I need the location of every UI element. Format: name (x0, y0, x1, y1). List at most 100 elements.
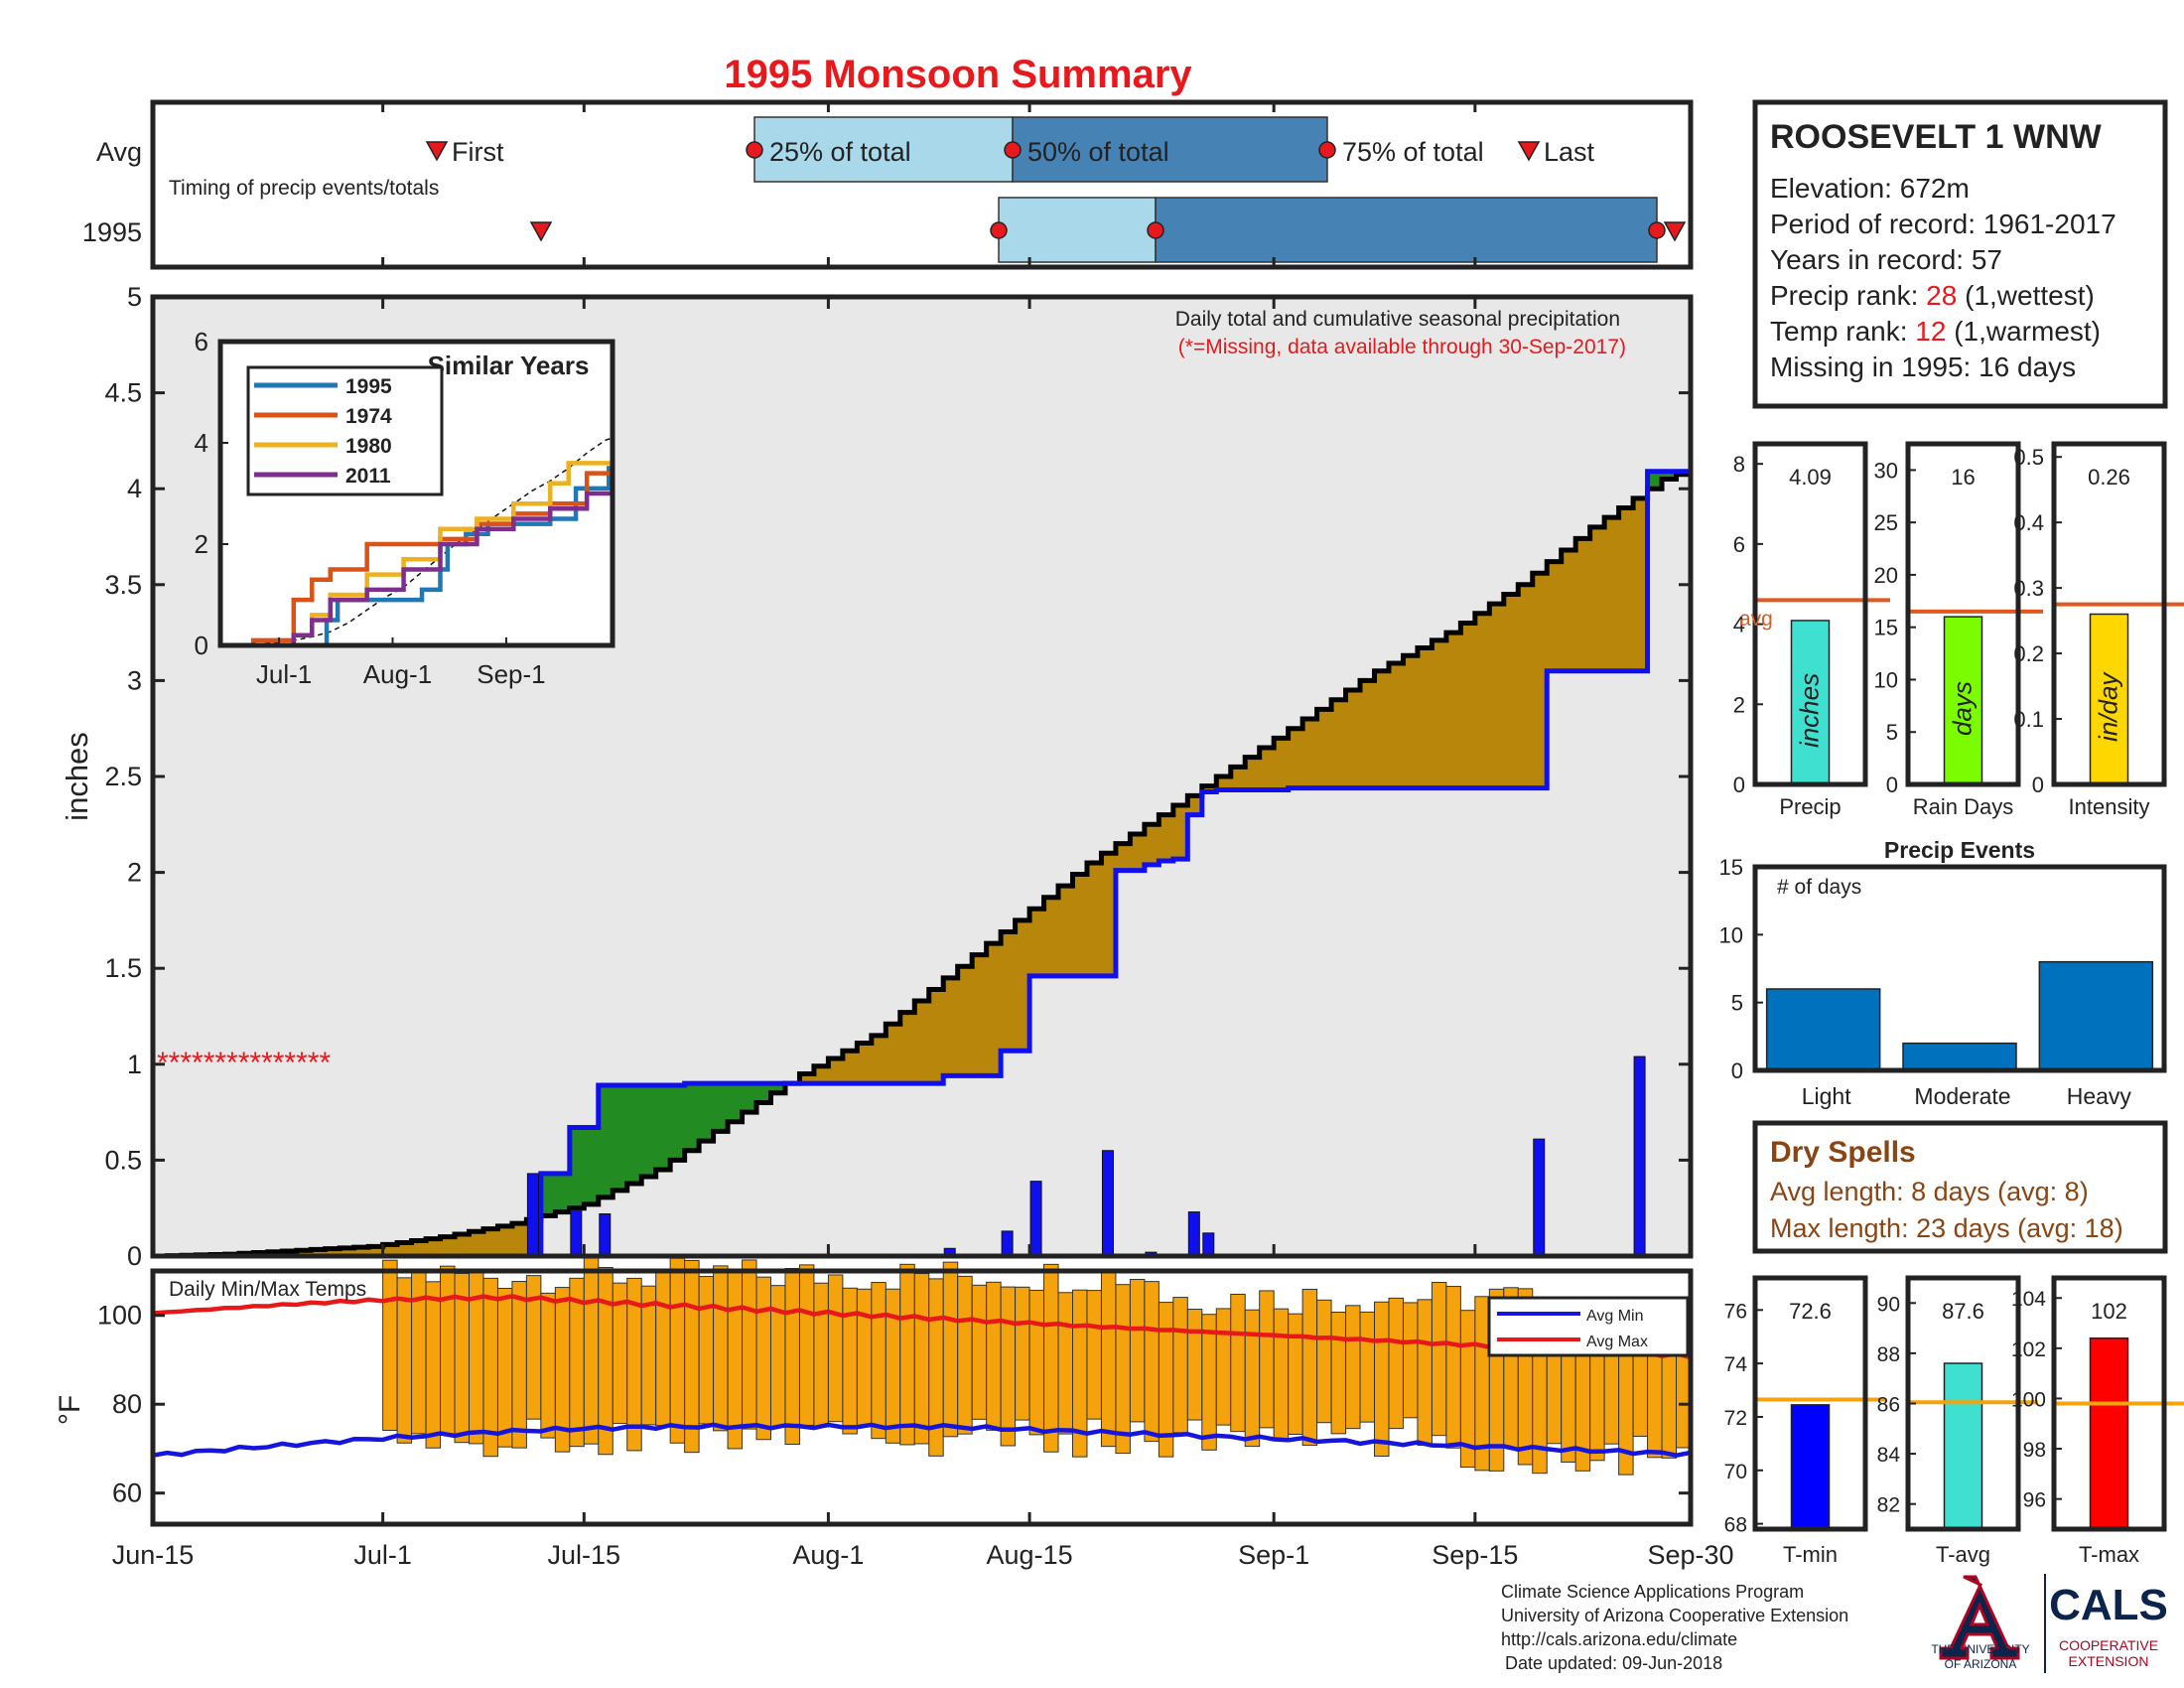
timing-first-label: First (452, 137, 504, 167)
tmax-summary-y-tick-label: 100 (2011, 1388, 2046, 1411)
timing-year-25-50-bar (998, 197, 1157, 263)
precip-y-tick-label: 5 (127, 282, 142, 312)
x-axis-tick-label: Aug-15 (987, 1540, 1073, 1570)
raindays-summary-y-tick-label: 5 (1886, 720, 1898, 745)
timing-year-50-marker (1147, 221, 1164, 239)
ua-logo-icon (1939, 1575, 2020, 1660)
tmax-summary-y-tick-label: 102 (2011, 1338, 2046, 1361)
daily-temp-bar (1201, 1314, 1217, 1451)
precip-summary-y-tick-label: 0 (1733, 773, 1745, 797)
daily-temp-bar (827, 1274, 844, 1423)
temp-legend-max-label: Avg Max (1586, 1334, 1648, 1350)
inset-x-tick-label: Aug-1 (363, 659, 432, 689)
station-temp-rank-part: Temp rank: (1770, 316, 1915, 347)
daily-temp-bar (382, 1259, 398, 1431)
daily-temp-bar (1330, 1312, 1347, 1435)
inset-title: Similar Years (428, 351, 590, 380)
tavg-summary-y-tick-label: 88 (1877, 1343, 1900, 1366)
timing-avg-first-marker (425, 141, 449, 162)
precip-y-axis-label: inches (60, 732, 94, 821)
footer-line4: Date updated: 09-Jun-2018 (1505, 1653, 1722, 1673)
daily-temp-bar (698, 1276, 715, 1425)
tmin-summary-frame (1752, 1275, 1868, 1532)
daily-precip-bar (1001, 1230, 1014, 1257)
temp-y-tick-label: 80 (112, 1389, 142, 1419)
daily-temp-bar (1402, 1302, 1419, 1419)
tavg-summary-y-tick-label: 86 (1877, 1394, 1900, 1417)
daily-precip-bar (1187, 1211, 1200, 1257)
tavg-summary-y-tick-label: 82 (1877, 1494, 1900, 1517)
inset-y-tick-label: 0 (195, 631, 208, 660)
daily-temp-bar (1057, 1292, 1074, 1435)
daily-temp-bar (769, 1285, 786, 1429)
temp-panel-frame (150, 1268, 1694, 1527)
tmin-summary-y-tick-label: 68 (1724, 1514, 1747, 1537)
tmax-summary-frame (2051, 1275, 2167, 1532)
precip-y-tick-label: 0 (127, 1241, 142, 1271)
daily-temp-bar (411, 1269, 427, 1435)
daily-temp-bar (1100, 1271, 1117, 1448)
tmin-summary-y-tick-label: 72 (1724, 1407, 1747, 1430)
daily-temp-bar (813, 1282, 829, 1428)
daily-temp-bar (742, 1259, 757, 1430)
tmin-summary-label: T-min (1783, 1542, 1838, 1567)
tmax-summary-bar (2089, 1336, 2129, 1530)
timing-year-label: 1995 (82, 217, 142, 247)
daily-temp-bar (1259, 1290, 1275, 1429)
tmin-summary-y-tick-label: 70 (1724, 1461, 1747, 1483)
raindays-summary-label: Rain Days (1913, 794, 2013, 819)
daily-precip-bar (599, 1212, 612, 1257)
daily-temp-bar (583, 1257, 600, 1445)
daily-precip-bar (1533, 1138, 1546, 1257)
precip-note-line1: Daily total and cumulative seasonal prec… (1175, 308, 1620, 331)
daily-temp-bar (1244, 1309, 1261, 1448)
daily-temp-bar (496, 1288, 513, 1448)
missing-data-stars: *************** (157, 1047, 331, 1079)
intensity-summary-y-tick-label: 0 (2032, 773, 2044, 797)
daily-temp-bar (1431, 1282, 1447, 1437)
daily-temp-bar (1359, 1311, 1376, 1423)
daily-temp-bar (1129, 1278, 1146, 1423)
x-axis-tick-label: Sep-30 (1647, 1540, 1733, 1570)
daily-temp-bar (899, 1263, 915, 1446)
station-precip-rank: Precip rank: 28 (1,wettest) (1770, 280, 2095, 311)
daily-precip-bar (1029, 1181, 1042, 1257)
daily-temp-bar (755, 1276, 771, 1441)
inset-frame (217, 339, 615, 648)
tmax-summary-y-tick-label: 96 (2023, 1489, 2046, 1512)
intensity-summary-value: 0.26 (2088, 465, 2130, 490)
temp-legend-min-label: Avg Min (1586, 1308, 1644, 1325)
precip-summary-y-tick-label: 6 (1733, 532, 1745, 557)
timing-year-first-marker (529, 221, 553, 242)
cals-sub2: EXTENSION (2069, 1653, 2149, 1669)
daily-precip-bar (570, 1209, 583, 1257)
precip-event-label: Heavy (2067, 1083, 2132, 1109)
timing-year-75-marker (1648, 221, 1666, 239)
precip-summary-label: Precip (1779, 794, 1841, 819)
timing-year-last-marker (1663, 221, 1687, 242)
precip-summary-y-tick-label: 2 (1733, 692, 1745, 717)
precip-event-label: Moderate (1914, 1083, 2010, 1109)
raindays-summary-y-tick-label: 0 (1886, 773, 1898, 797)
raindays-summary-y-tick-label: 30 (1874, 458, 1898, 483)
daily-precip-bar (1633, 1055, 1646, 1257)
daily-temp-bar (856, 1288, 873, 1428)
intensity-summary-y-tick-label: 0.3 (2013, 576, 2044, 601)
daily-temp-bar (1273, 1308, 1290, 1442)
intensity-summary-label: Intensity (2069, 794, 2150, 819)
ua-logo-line2: OF ARIZONA (1945, 1657, 2017, 1671)
timing-avg-75-marker (1318, 141, 1336, 159)
station-info-box (1752, 99, 2168, 409)
station-period: Period of record: 1961-2017 (1770, 209, 2116, 239)
daily-temp-bar (713, 1265, 729, 1432)
timing-50-label: 50% of total (1027, 137, 1169, 167)
daily-temp-bar (871, 1282, 887, 1440)
tavg-summary-value: 87.6 (1942, 1299, 1984, 1324)
raindays-summary-y-tick-label: 15 (1874, 616, 1898, 640)
station-elevation: Elevation: 672m (1770, 173, 1970, 204)
station-precip-rank-part: Precip rank: (1770, 280, 1926, 311)
inset-y-tick-label: 6 (195, 327, 208, 356)
station-precip-rank-part: (1,wettest) (1957, 280, 2094, 311)
timing-year-25-marker (990, 221, 1008, 239)
precip-summary-value: 4.09 (1789, 465, 1832, 490)
